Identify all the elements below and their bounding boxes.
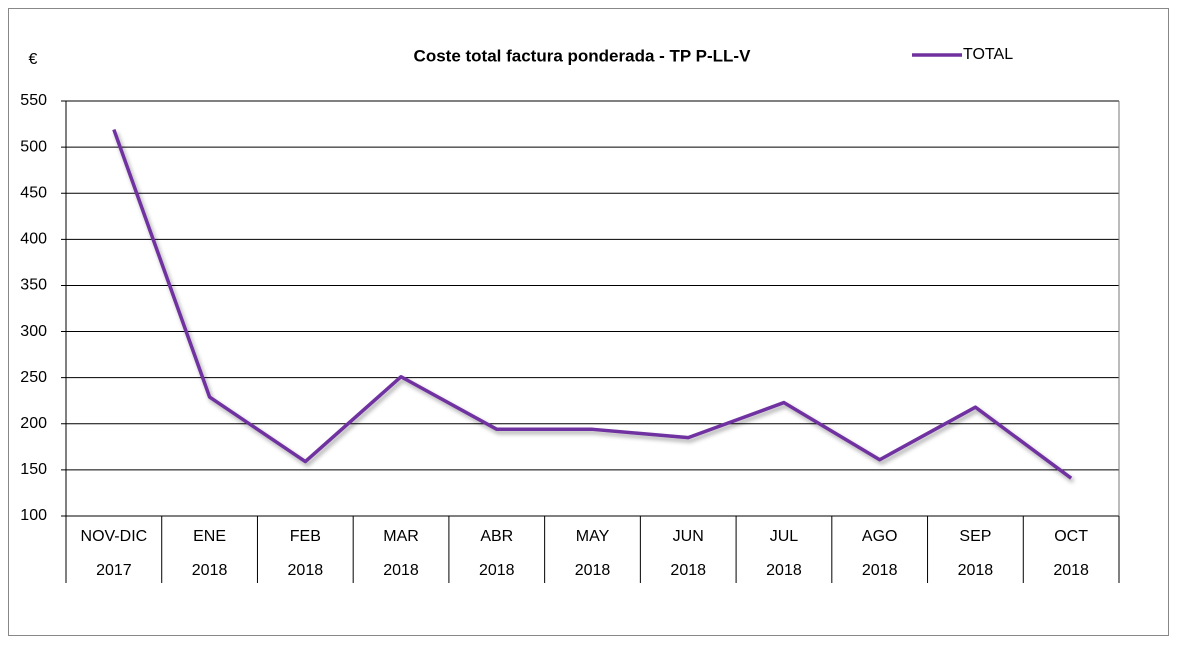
x-tick-label: JUN — [673, 528, 704, 545]
x-tick-label: 2018 — [670, 562, 706, 579]
x-tick-label: 2018 — [383, 562, 419, 579]
x-tick-label: 2018 — [288, 562, 324, 579]
x-tick-label: OCT — [1054, 528, 1088, 545]
data-line — [112, 128, 1073, 480]
x-tick-label: 2018 — [958, 562, 994, 579]
x-tick-label: NOV-DIC — [81, 528, 148, 545]
x-tick-label: ABR — [480, 528, 513, 545]
y-tick-label: 100 — [20, 507, 47, 524]
x-tick-label: AGO — [862, 528, 898, 545]
legend-label: TOTAL — [963, 46, 1013, 63]
x-tick-label: 2018 — [575, 562, 611, 579]
y-axis-label: € — [29, 51, 38, 68]
x-tick-label: SEP — [959, 528, 991, 545]
x-tick-label: JUL — [770, 528, 799, 545]
x-tick-label: 2018 — [479, 562, 515, 579]
y-tick-label: 200 — [20, 415, 47, 432]
x-tick-label: 2018 — [862, 562, 898, 579]
chart-border — [8, 8, 1169, 636]
x-tick-label: ENE — [193, 528, 226, 545]
y-tick-label: 500 — [20, 138, 47, 155]
y-tick-label: 150 — [20, 461, 47, 478]
x-tick-label: 2018 — [1053, 562, 1089, 579]
x-tick-label: MAY — [576, 528, 610, 545]
y-tick-label: 250 — [20, 369, 47, 386]
y-tick-label: 400 — [20, 231, 47, 248]
y-tick-label: 550 — [20, 92, 47, 109]
x-tick-label: FEB — [290, 528, 321, 545]
y-tick-label: 450 — [20, 184, 47, 201]
x-tick-label: 2018 — [766, 562, 802, 579]
y-tick-label: 300 — [20, 323, 47, 340]
x-tick-label: MAR — [383, 528, 419, 545]
x-tick-label: 2018 — [192, 562, 228, 579]
y-tick-label: 350 — [20, 277, 47, 294]
chart-title: Coste total factura ponderada - TP P-LL-… — [414, 46, 752, 65]
x-tick-label: 2017 — [96, 562, 132, 579]
